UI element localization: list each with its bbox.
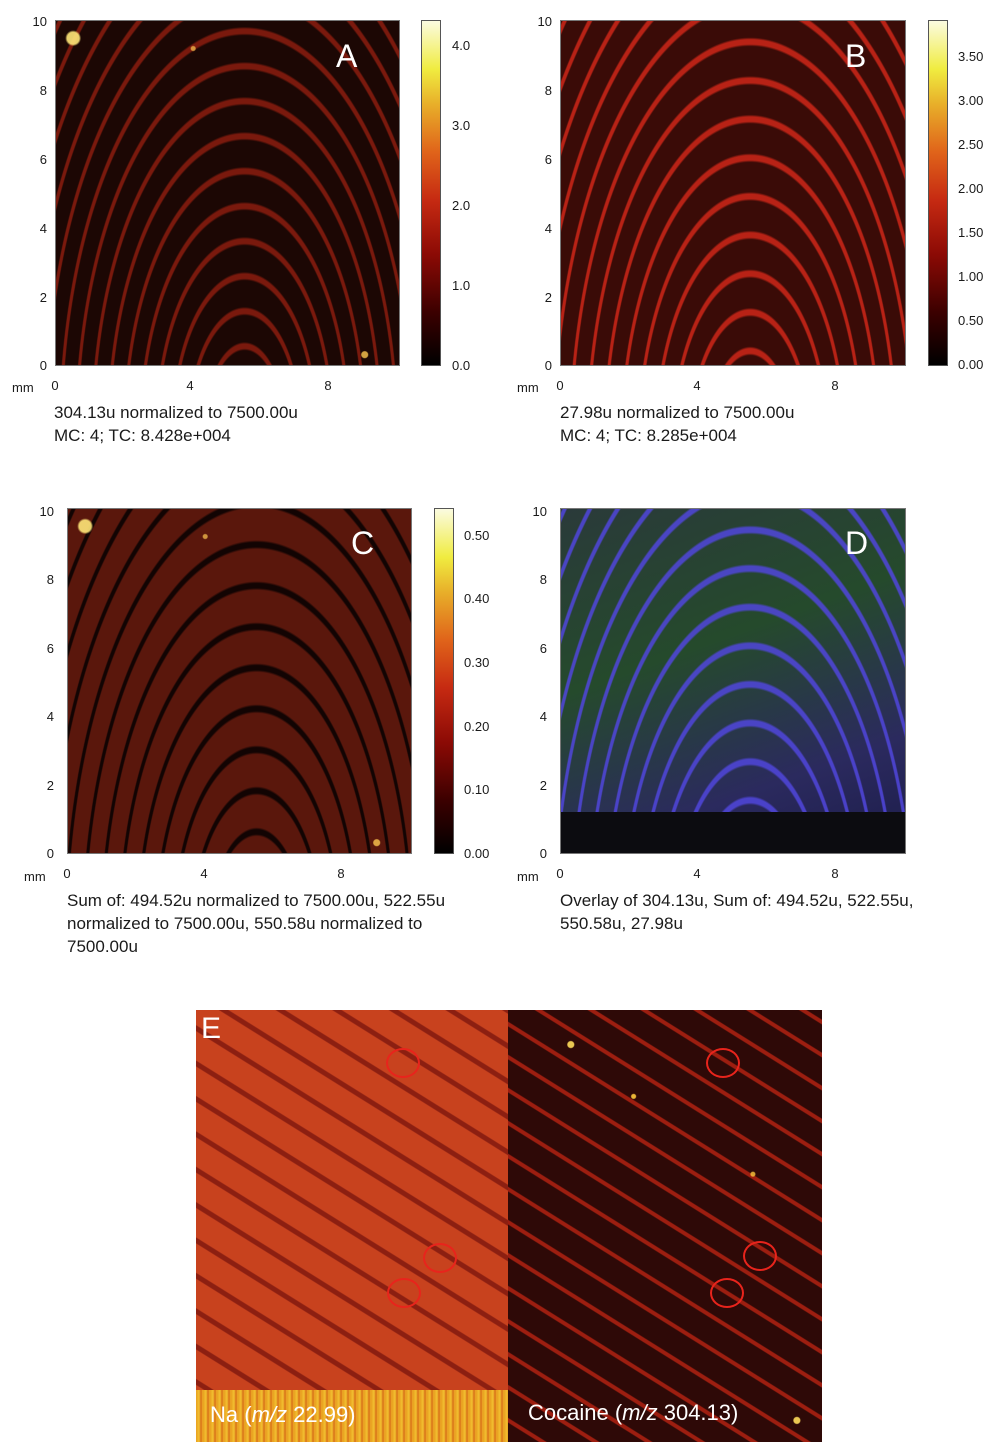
- panel-b-colorbar: [928, 20, 948, 366]
- panel-a-colorbar-label: 0.0: [452, 358, 471, 373]
- panel-e-circle-marker: [706, 1048, 740, 1078]
- panel-b-xtick: 0: [556, 378, 564, 393]
- panel-a-colorbar: [421, 20, 441, 366]
- panel-e-cocaine-label: Cocaine (m/z 304.13): [528, 1400, 738, 1426]
- panel-a-caption: 304.13u normalized to 7500.00u MC: 4; TC…: [54, 403, 298, 445]
- panel-e-cocaine-image: [508, 1010, 822, 1442]
- panel-a-colorbar-label: 1.0: [452, 278, 471, 293]
- panel-c-ytick: 8: [46, 572, 54, 587]
- panel-c-unit: mm: [24, 869, 46, 884]
- panel-d-ytick: 8: [539, 572, 547, 587]
- panel-c-ytick: 2: [46, 778, 54, 793]
- panel-d-ytick: 2: [539, 778, 547, 793]
- panel-a-ytick: 10: [32, 14, 47, 29]
- panel-e-circle-marker: [386, 1048, 420, 1078]
- panel-a-ytick: 4: [39, 221, 47, 236]
- panel-c-ytick: 4: [46, 709, 54, 724]
- panel-e-circle-marker: [743, 1241, 777, 1271]
- panel-d-xtick: 0: [556, 866, 564, 881]
- panel-e-na-label: Na (m/z 22.99): [210, 1402, 356, 1428]
- panel-b-colorbar-label: 1.00: [958, 269, 984, 284]
- panel-b-letter: B: [845, 38, 867, 74]
- panel-b-colorbar-label: 2.00: [958, 181, 984, 196]
- panel-e-circle-marker: [423, 1243, 457, 1273]
- panel-e-cocaine-label-mz: m/z: [622, 1400, 658, 1425]
- panel-b-ytick: 4: [544, 221, 552, 236]
- panel-b-colorbar-label: 3.50: [958, 49, 984, 64]
- panel-b-caption: 27.98u normalized to 7500.00u MC: 4; TC:…: [560, 403, 795, 445]
- panel-b-colorbar-label: 3.00: [958, 93, 984, 108]
- panel-a-colorbar-label: 2.0: [452, 198, 471, 213]
- panel-a-ytick: 8: [39, 83, 47, 98]
- panel-d-xtick: 8: [831, 866, 839, 881]
- panel-c-colorbar-label: 0.30: [464, 655, 490, 670]
- panel-e-circle-marker: [710, 1278, 744, 1308]
- panel-a-ytick: 2: [39, 290, 47, 305]
- panel-c-colorbar-label: 0.50: [464, 528, 490, 543]
- panel-e-cocaine-label-prefix: Cocaine (: [528, 1400, 623, 1425]
- panel-c-caption: Sum of: 494.52u normalized to 7500.00u, …: [67, 891, 446, 956]
- panel-b-ytick: 0: [544, 358, 552, 373]
- panel-a-unit: mm: [12, 380, 34, 395]
- panel-a-xtick: 0: [51, 378, 59, 393]
- panel-c-image: [67, 508, 412, 854]
- panel-b-ytick: 8: [544, 83, 552, 98]
- panel-e-letter: E: [201, 1012, 222, 1045]
- panel-c-colorbar: [434, 508, 454, 854]
- panel-b-colorbar-label: 2.50: [958, 137, 984, 152]
- panel-d-unit: mm: [517, 869, 539, 884]
- panel-e-circle-marker: [387, 1278, 421, 1308]
- panel-c-colorbar-label: 0.40: [464, 591, 490, 606]
- panel-a-colorbar-label: 4.0: [452, 38, 471, 53]
- panel-b-ytick: 2: [544, 290, 552, 305]
- panel-b-image: [560, 20, 906, 366]
- panel-c-colorbar-label: 0.20: [464, 719, 490, 734]
- panel-c-ytick: 0: [46, 846, 54, 861]
- panel-d-caption: Overlay of 304.13u, Sum of: 494.52u, 522…: [560, 891, 914, 933]
- panel-c-xtick: 8: [337, 866, 345, 881]
- panel-a-ytick: 6: [39, 152, 47, 167]
- panel-c-colorbar-label: 0.10: [464, 782, 490, 797]
- panel-a-ytick: 0: [39, 358, 47, 373]
- panel-b-colorbar-label: 0.50: [958, 313, 984, 328]
- panel-c-ytick: 6: [46, 641, 54, 656]
- panel-e-na-label-suffix: 22.99): [287, 1402, 356, 1427]
- panel-d-ytick: 0: [539, 846, 547, 861]
- panel-e-na-image: [196, 1010, 508, 1442]
- panel-d-ytick: 6: [539, 641, 547, 656]
- panel-b-xtick: 8: [831, 378, 839, 393]
- panel-a-xtick: 4: [186, 378, 194, 393]
- panel-d-ytick: 10: [532, 504, 547, 519]
- panel-d-ytick: 4: [539, 709, 547, 724]
- panel-d-image: [560, 508, 906, 854]
- panel-c-letter: C: [351, 525, 375, 561]
- panel-d-letter: D: [845, 525, 869, 561]
- panel-c-xtick: 0: [63, 866, 71, 881]
- panel-e-na-strip: [196, 1390, 508, 1442]
- panel-b-colorbar-label: 1.50: [958, 225, 984, 240]
- panel-e-na-label-mz: m/z: [251, 1402, 288, 1427]
- panel-e-cocaine-label-suffix: 304.13): [657, 1400, 739, 1425]
- panel-a-letter: A: [336, 38, 358, 74]
- panel-a-xtick: 8: [324, 378, 332, 393]
- panel-a-colorbar-label: 3.0: [452, 118, 471, 133]
- panel-c-xtick: 4: [200, 866, 208, 881]
- panel-e-na-label-prefix: Na (: [210, 1402, 252, 1427]
- panel-d-xtick: 4: [693, 866, 701, 881]
- panel-c-ytick: 10: [39, 504, 54, 519]
- panel-c-colorbar-label: 0.00: [464, 846, 490, 861]
- panel-b-colorbar-label: 0.00: [958, 357, 984, 372]
- panel-b-ytick: 10: [537, 14, 552, 29]
- panel-a-image: [55, 20, 400, 366]
- panel-b-xtick: 4: [693, 378, 701, 393]
- panel-b-ytick: 6: [544, 152, 552, 167]
- panel-b-unit: mm: [517, 380, 539, 395]
